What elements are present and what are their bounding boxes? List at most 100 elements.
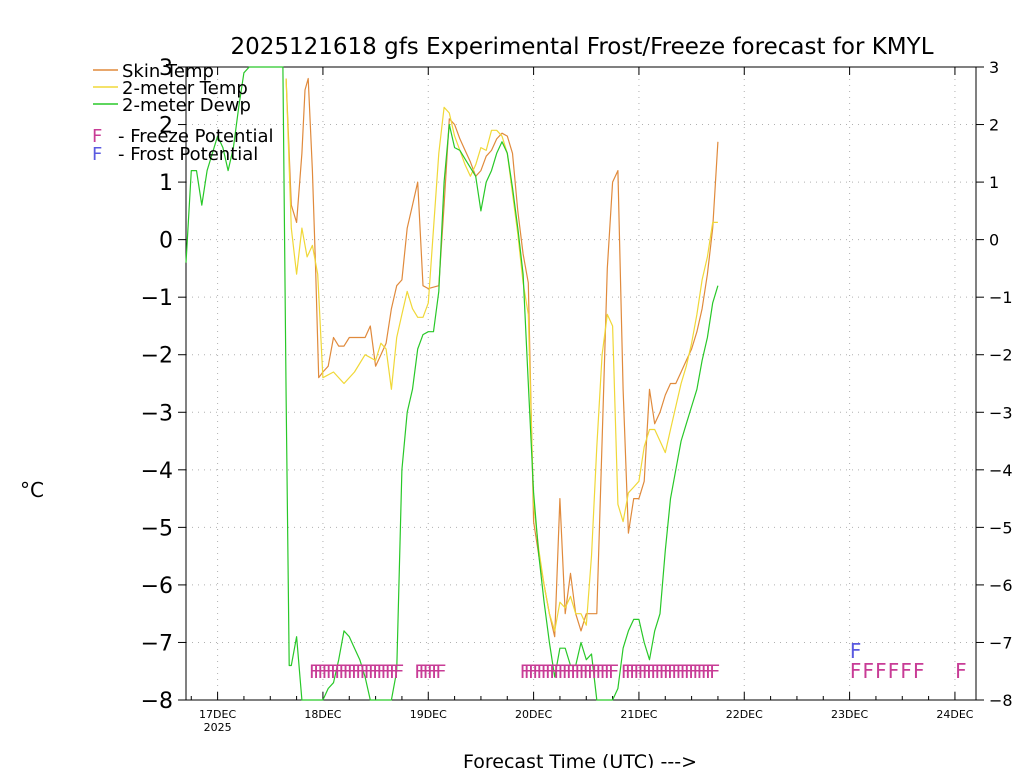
freeze-marker: F	[423, 661, 434, 683]
freeze-marker: F	[574, 661, 585, 683]
freeze-marker: F	[541, 661, 552, 683]
freeze-marker: F	[524, 661, 535, 683]
freeze-marker: F	[642, 661, 653, 683]
chart-title: 2025121618 gfs Experimental Frost/Freeze…	[230, 34, 933, 60]
freeze-marker: F	[355, 661, 366, 683]
freeze-marker: F	[389, 661, 400, 683]
freeze-marker: F	[850, 659, 862, 683]
freeze-marker: F	[684, 661, 695, 683]
grid-lines	[186, 67, 976, 700]
legend-marker-label: - Freeze Potential	[118, 126, 274, 147]
freeze-marker: F	[596, 661, 607, 683]
x-tick-label: 21DEC	[620, 708, 657, 721]
freeze-marker: F	[955, 659, 967, 683]
series-line-skin-temp	[285, 77, 719, 638]
y-tick-label-left: −2	[141, 344, 173, 369]
freeze-marker: F	[562, 661, 573, 683]
freeze-marker: F	[680, 661, 691, 683]
freeze-marker: F	[368, 661, 379, 683]
x-tick-label: 20DEC	[515, 708, 552, 721]
freeze-marker: F	[659, 661, 670, 683]
y-tick-label-left: −6	[141, 574, 173, 599]
freeze-marker: F	[913, 659, 925, 683]
legend-label: Skin Temp	[122, 61, 214, 82]
y-tick-label-right: 0	[989, 231, 999, 250]
y-tick-label-right: −1	[989, 288, 1013, 307]
legend-label: 2-meter Dewp	[122, 95, 251, 116]
freeze-marker: F	[393, 661, 404, 683]
x-tick-sublabel: 2025	[204, 721, 232, 734]
freeze-marker: F	[638, 661, 649, 683]
y-tick-label-left: 3	[159, 56, 173, 81]
legend-marker-symbol: F	[92, 144, 102, 165]
freeze-marker: F	[697, 661, 708, 683]
freeze-marker: F	[587, 661, 598, 683]
freeze-marker: F	[427, 661, 438, 683]
y-tick-label-left: −1	[141, 286, 173, 311]
y-tick-label-left: 0	[159, 229, 173, 254]
freeze-marker: F	[621, 661, 632, 683]
y-tick-label-right: 1	[989, 173, 999, 192]
freeze-marker: F	[583, 661, 594, 683]
data-series	[185, 66, 719, 701]
freeze-marker: F	[347, 661, 358, 683]
freeze-marker: F	[537, 661, 548, 683]
freeze-marker: F	[629, 661, 640, 683]
freeze-marker: F	[701, 661, 712, 683]
y-tick-label-right: −8	[989, 691, 1013, 710]
freeze-marker: F	[646, 661, 657, 683]
y-tick-label-right: −6	[989, 576, 1013, 595]
y-tick-label-left: −3	[141, 401, 173, 426]
freeze-marker: F	[688, 661, 699, 683]
freeze-marker: F	[360, 661, 371, 683]
freeze-marker: F	[591, 661, 602, 683]
x-tick-label: 24DEC	[936, 708, 973, 721]
freeze-marker: F	[566, 661, 577, 683]
y-tick-label-left: −8	[141, 689, 173, 714]
legend-marker-symbol: F	[92, 126, 102, 147]
freeze-marker: F	[334, 661, 345, 683]
freeze-marker: F	[351, 661, 362, 683]
freeze-marker: F	[650, 661, 661, 683]
freeze-marker: F	[372, 661, 383, 683]
freeze-marker: F	[545, 661, 556, 683]
freeze-marker: F	[385, 661, 396, 683]
x-tick-label: 19DEC	[410, 708, 447, 721]
frost-marker: F	[850, 639, 862, 663]
y-tick-label-right: −3	[989, 403, 1013, 422]
legend-label: 2-meter Temp	[122, 78, 248, 99]
x-tick-label: 23DEC	[831, 708, 868, 721]
y-tick-label-left: −5	[141, 516, 173, 541]
freeze-marker: F	[381, 661, 392, 683]
x-tick-label: 22DEC	[726, 708, 763, 721]
freeze-marker: F	[376, 661, 387, 683]
freeze-marker: F	[570, 661, 581, 683]
freeze-marker: F	[862, 659, 874, 683]
freeze-marker: F	[419, 661, 430, 683]
freeze-marker: F	[364, 661, 375, 683]
freeze-marker: F	[671, 661, 682, 683]
freeze-marker: F	[322, 661, 333, 683]
freeze-marker: F	[604, 661, 615, 683]
freeze-marker: F	[633, 661, 644, 683]
freeze-marker: F	[900, 659, 912, 683]
plot-frame	[185, 66, 977, 701]
y-tick-label-left: −7	[141, 631, 173, 656]
y-tick-label-right: 2	[989, 116, 999, 135]
freeze-marker: F	[676, 661, 687, 683]
y-tick-label-right: −4	[989, 461, 1013, 480]
series-line-2-meter-temp	[285, 78, 718, 632]
freeze-marker: F	[667, 661, 678, 683]
y-tick-label-left: 1	[159, 171, 173, 196]
freeze-marker: F	[579, 661, 590, 683]
y-tick-label-right: −2	[989, 346, 1013, 365]
freeze-marker: F	[608, 661, 619, 683]
y-axis: 3 3 2 2 1 1 0 0 −1 −1 −2 −2 −3 −3 −4 −4 −5 −5 −6 −6 −7 −7 −8 −8	[141, 56, 1013, 714]
freeze-marker: F	[663, 661, 674, 683]
freeze-marker: F	[549, 661, 560, 683]
y-tick-label-left: 2	[159, 114, 173, 139]
